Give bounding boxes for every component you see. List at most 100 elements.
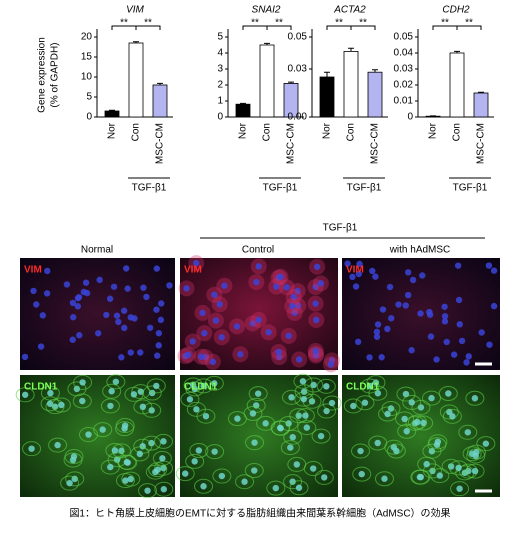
nucleus — [401, 416, 407, 422]
stain-label: VIM — [346, 265, 364, 276]
nucleus — [123, 265, 129, 271]
nucleus — [211, 448, 217, 454]
nucleus — [288, 394, 294, 400]
nucleus — [323, 383, 329, 389]
nucleus — [122, 477, 128, 483]
nucleus — [362, 400, 368, 406]
nucleus — [161, 486, 167, 492]
nucleus — [121, 308, 127, 314]
micrograph: VIM — [342, 258, 500, 370]
error-bar — [348, 48, 354, 51]
nucleus — [250, 410, 256, 416]
nucleus — [103, 312, 109, 318]
sig-label: ** — [465, 18, 473, 29]
y-axis-label: (% of GAPDH) — [50, 42, 61, 107]
nucleus — [108, 388, 114, 394]
nucleus — [140, 404, 146, 410]
nucleus — [70, 337, 76, 343]
nucleus — [296, 485, 302, 491]
nucleus — [156, 330, 162, 336]
nucleus — [405, 292, 411, 298]
nucleus — [289, 303, 295, 309]
nucleus — [70, 314, 76, 320]
sig-label: ** — [335, 18, 343, 29]
nucleus — [158, 317, 164, 323]
nucleus — [463, 359, 469, 365]
nucleus — [455, 465, 461, 471]
y-tick-label: 0.01 — [394, 96, 414, 107]
stain-label: VIM — [24, 265, 42, 276]
nucleus — [64, 281, 70, 287]
nucleus — [428, 333, 434, 339]
nucleus — [277, 274, 283, 280]
nucleus — [426, 309, 432, 315]
chart-title: ACTA2 — [333, 5, 366, 16]
y-tick-label: 0 — [217, 112, 223, 123]
nucleus — [137, 349, 143, 355]
x-tick-label: Con — [452, 123, 463, 141]
y-tick-label: 0.03 — [288, 64, 308, 75]
nucleus — [277, 425, 283, 431]
nucleus — [131, 391, 137, 397]
nucleus — [124, 285, 130, 291]
nucleus — [251, 467, 257, 473]
nucleus — [153, 383, 159, 389]
nucleus — [76, 332, 82, 338]
nucleus — [405, 269, 411, 275]
micrograph: CLDN1 — [342, 375, 500, 497]
nucleus — [191, 458, 197, 464]
nucleus — [372, 273, 378, 279]
nucleus — [124, 459, 130, 465]
stain-label: CLDN1 — [184, 382, 218, 393]
x-tick-label: Nor — [428, 122, 439, 139]
bar — [368, 72, 382, 117]
y-tick-label: 5 — [217, 32, 223, 43]
y-tick-label: 10 — [81, 72, 93, 83]
nucleus — [158, 300, 164, 306]
nucleus — [95, 330, 101, 336]
sig-label: ** — [120, 18, 128, 29]
nucleus — [144, 487, 150, 493]
nucleus — [156, 342, 162, 348]
nucleus — [273, 485, 279, 491]
nucleus — [107, 464, 113, 470]
nucleus — [79, 398, 85, 404]
error-bar — [324, 72, 330, 77]
nucleus — [417, 310, 423, 316]
nucleus — [70, 457, 76, 463]
nucleus — [70, 300, 76, 306]
nucleus — [296, 356, 302, 362]
nucleus — [79, 379, 85, 385]
bar — [320, 77, 334, 117]
stain-label: CLDN1 — [24, 382, 58, 393]
y-tick-label: 0 — [86, 112, 92, 123]
nucleus — [442, 318, 448, 324]
nucleus — [318, 280, 324, 286]
chart-title: CDH2 — [442, 5, 470, 16]
nucleus — [160, 438, 166, 444]
nucleus — [275, 349, 281, 355]
nucleus — [213, 317, 219, 323]
nucleus — [187, 396, 193, 402]
nucleus — [107, 403, 113, 409]
nucleus — [449, 413, 455, 419]
x-tick-label: MSC-CM — [476, 123, 487, 164]
nucleus — [395, 301, 401, 307]
nucleus — [290, 434, 296, 440]
nucleus — [380, 306, 386, 312]
micrograph: VIM — [20, 258, 175, 370]
nucleus — [256, 263, 262, 269]
nucleus — [478, 329, 484, 335]
nucleus — [357, 448, 363, 454]
nucleus — [329, 400, 335, 406]
y-tick-label: 0.03 — [394, 64, 414, 75]
nucleus — [434, 442, 440, 448]
nucleus — [140, 284, 146, 290]
nucleus — [81, 289, 87, 295]
stain-label: VIM — [184, 265, 202, 276]
nucleus — [304, 424, 310, 430]
nucleus — [159, 455, 165, 461]
nucleus — [486, 262, 492, 268]
nucleus — [241, 479, 247, 485]
